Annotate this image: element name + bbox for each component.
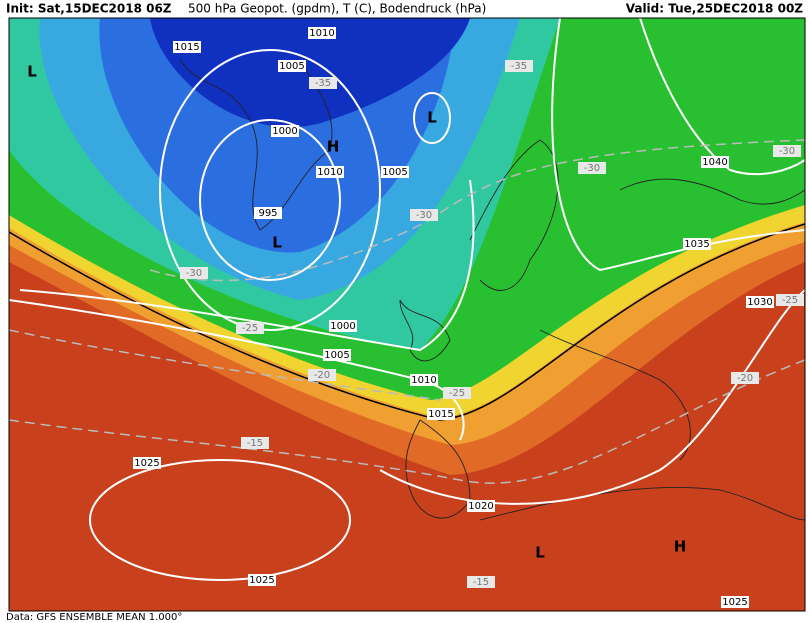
isobar-label-bg bbox=[381, 166, 409, 178]
isobar-label: 1035 bbox=[684, 239, 709, 250]
isobar-label: 1005 bbox=[382, 167, 407, 178]
isobar-label-bg bbox=[133, 457, 161, 469]
isobar-label-bg bbox=[316, 166, 344, 178]
pressure-center: H bbox=[674, 538, 687, 556]
isobar-label: 1030 bbox=[747, 297, 772, 308]
data-source: Data: GFS ENSEMBLE MEAN 1.000° bbox=[6, 612, 182, 623]
isobar-label-bg bbox=[173, 41, 201, 53]
temperature-label: -25 bbox=[449, 388, 465, 399]
temperature-label: -15 bbox=[247, 438, 263, 449]
isobar-label: 1005 bbox=[279, 61, 304, 72]
isobar-label-bg bbox=[308, 27, 336, 39]
temperature-label-bg bbox=[308, 369, 336, 381]
isobar-label-bg bbox=[410, 374, 438, 386]
temperature-label: -20 bbox=[314, 370, 330, 381]
temperature-label-bg bbox=[443, 387, 471, 399]
isobar-label: 1015 bbox=[174, 42, 199, 53]
isobar-label: 1000 bbox=[330, 321, 355, 332]
temperature-label-bg bbox=[410, 209, 438, 221]
temperature-label-bg bbox=[578, 162, 606, 174]
temperature-label: -30 bbox=[584, 163, 600, 174]
map-frame bbox=[8, 17, 806, 612]
coastlines bbox=[179, 59, 805, 521]
isobar-label-bg bbox=[701, 156, 729, 168]
pressure-center: H bbox=[327, 138, 340, 156]
isobar-label-bg bbox=[254, 207, 282, 219]
isobar-label: 1015 bbox=[428, 409, 453, 420]
temperature-label: -25 bbox=[782, 295, 798, 306]
temperature-label: -35 bbox=[511, 61, 527, 72]
temperature-label-bg bbox=[731, 372, 759, 384]
isobar-label-bg bbox=[467, 500, 495, 512]
isobar-label-bg bbox=[427, 408, 455, 420]
map-labels: 1015 1010 1005 1000 1010 1005 995 1000 1005 1010 1… bbox=[27, 27, 804, 608]
temperature-label-bg bbox=[776, 294, 804, 306]
isobar-label: 1025 bbox=[249, 575, 274, 586]
isobar-label: 1025 bbox=[722, 597, 747, 608]
temperature-label-bg bbox=[773, 145, 801, 157]
isobar-label-bg bbox=[278, 60, 306, 72]
isobar-label: 1010 bbox=[317, 167, 342, 178]
header: Init: Sat,15DEC2018 06Z 500 hPa Geopot. … bbox=[6, 2, 803, 16]
isobar-label: 1040 bbox=[702, 157, 727, 168]
isobar-label-bg bbox=[721, 596, 749, 608]
temperature-field bbox=[150, 18, 470, 128]
isobar-label: 995 bbox=[258, 208, 277, 219]
isobar-label-bg bbox=[746, 296, 774, 308]
isobar-label-bg bbox=[329, 320, 357, 332]
temperature-label-bg bbox=[180, 267, 208, 279]
pressure-center: L bbox=[535, 544, 545, 562]
temperature-label-bg bbox=[505, 60, 533, 72]
temperature-label: -35 bbox=[315, 78, 331, 89]
temperature-label: -30 bbox=[186, 268, 202, 279]
isobar-label: 1005 bbox=[324, 350, 349, 361]
fields-description: 500 hPa Geopot. (gpdm), T (C), Bodendruc… bbox=[188, 2, 486, 16]
isobar-label: 1020 bbox=[468, 501, 493, 512]
isobar-label: 1000 bbox=[272, 126, 297, 137]
valid-time: Valid: Tue,25DEC2018 00Z bbox=[626, 2, 804, 16]
isobar-label-bg bbox=[248, 574, 276, 586]
isobar-label-bg bbox=[683, 238, 711, 250]
temperature-label-bg bbox=[236, 322, 264, 334]
isobar-label: 1010 bbox=[309, 28, 334, 39]
map-area: 1015 1010 1005 1000 1010 1005 995 1000 1005 1010 1… bbox=[9, 18, 805, 611]
temperature-label-bg bbox=[467, 576, 495, 588]
temperature-label-bg bbox=[241, 437, 269, 449]
pressure-center: L bbox=[27, 63, 37, 81]
isobar-label: 1010 bbox=[411, 375, 436, 386]
isobar-label: 1025 bbox=[134, 458, 159, 469]
pressure-center: L bbox=[272, 234, 282, 252]
temperature-label: -20 bbox=[737, 373, 753, 384]
temperature-label: -30 bbox=[779, 146, 795, 157]
temperature-label: -15 bbox=[473, 577, 489, 588]
temperature-label: -25 bbox=[242, 323, 258, 334]
init-time: Init: Sat,15DEC2018 06Z bbox=[6, 2, 172, 16]
pressure-center: L bbox=[427, 109, 437, 127]
temperature-label-bg bbox=[309, 77, 337, 89]
isobar-label-bg bbox=[323, 349, 351, 361]
isobar-label-bg bbox=[271, 125, 299, 137]
temperature-label: -30 bbox=[416, 210, 432, 221]
